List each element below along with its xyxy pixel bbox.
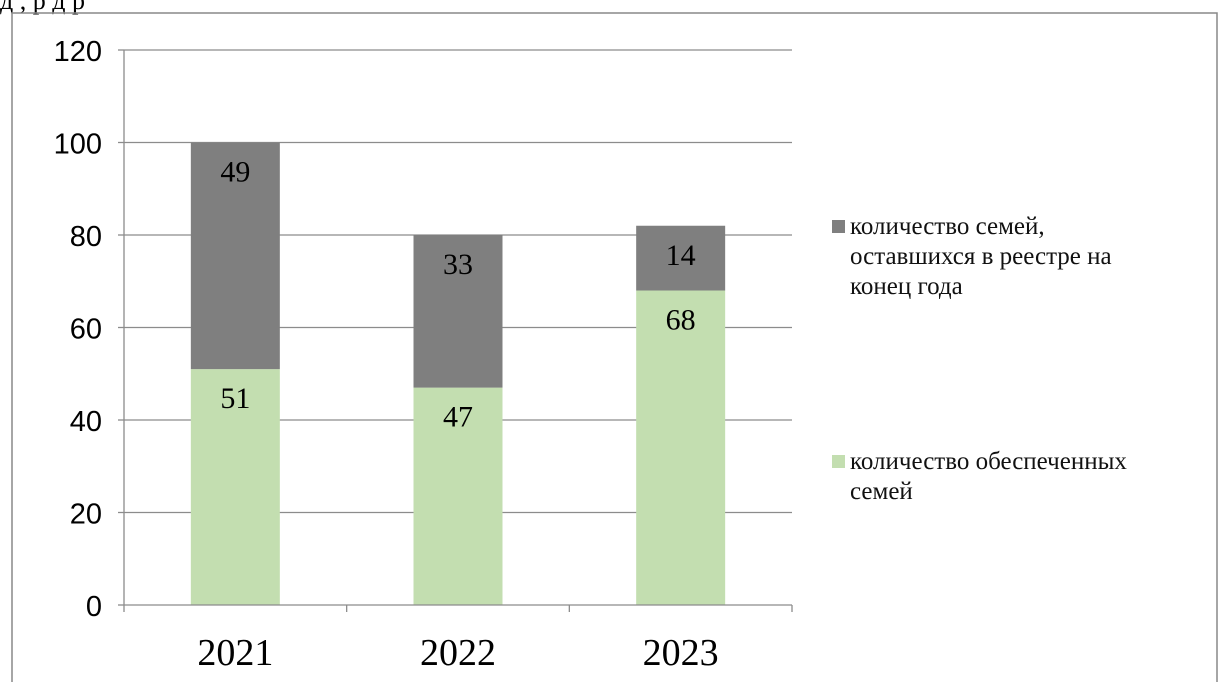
cropped-header-text: д , р д р — [0, 0, 85, 15]
bar-segment — [190, 369, 280, 605]
data-label: 47 — [443, 401, 473, 434]
bars — [190, 142, 726, 605]
y-tick-label: 40 — [70, 406, 102, 438]
legend-entry: количество обеспеченных семей — [832, 447, 1127, 507]
legend-entry: количество семей, оставшихся в реестре на… — [832, 212, 1112, 302]
legend-label-line: конец года — [850, 273, 963, 300]
y-tick-label: 100 — [54, 129, 102, 161]
data-label: 49 — [220, 156, 250, 189]
y-tick-label: 0 — [86, 591, 102, 623]
chart-frame — [11, 12, 1218, 682]
data-labels: 51 49 47 33 68 14 — [220, 156, 695, 434]
legend-label: количество семей, оставшихся в реестре на… — [850, 212, 1112, 302]
bar-segment — [190, 142, 280, 370]
y-tick-label: 80 — [70, 221, 102, 253]
x-tick-label: 2022 — [420, 632, 496, 674]
x-tick-label: 2021 — [197, 632, 273, 674]
legend-label-line: оставшихся в реестре на — [850, 243, 1112, 270]
x-tick-label: 2023 — [643, 632, 719, 674]
bar-segment — [636, 290, 726, 605]
bar-segment — [413, 387, 503, 605]
axes: 0 20 40 60 80 100 120 2021 2022 2023 — [54, 36, 793, 674]
bar-segment — [636, 225, 726, 291]
y-tick-label: 20 — [70, 499, 102, 531]
legend-label-line: количество обеспеченных — [850, 448, 1127, 475]
data-label: 33 — [443, 248, 473, 281]
data-label: 68 — [666, 304, 696, 337]
bar-segment — [413, 235, 503, 388]
legend-label: количество обеспеченных семей — [850, 447, 1127, 507]
data-label: 51 — [220, 382, 250, 415]
y-tick-label: 60 — [70, 314, 102, 346]
legend-label-line: количество семей, — [850, 213, 1045, 240]
legend-swatch — [832, 455, 845, 468]
legend-label-line: семей — [850, 478, 913, 505]
legend-swatch — [832, 220, 845, 233]
data-label: 14 — [666, 239, 696, 272]
y-tick-label: 120 — [54, 36, 102, 68]
